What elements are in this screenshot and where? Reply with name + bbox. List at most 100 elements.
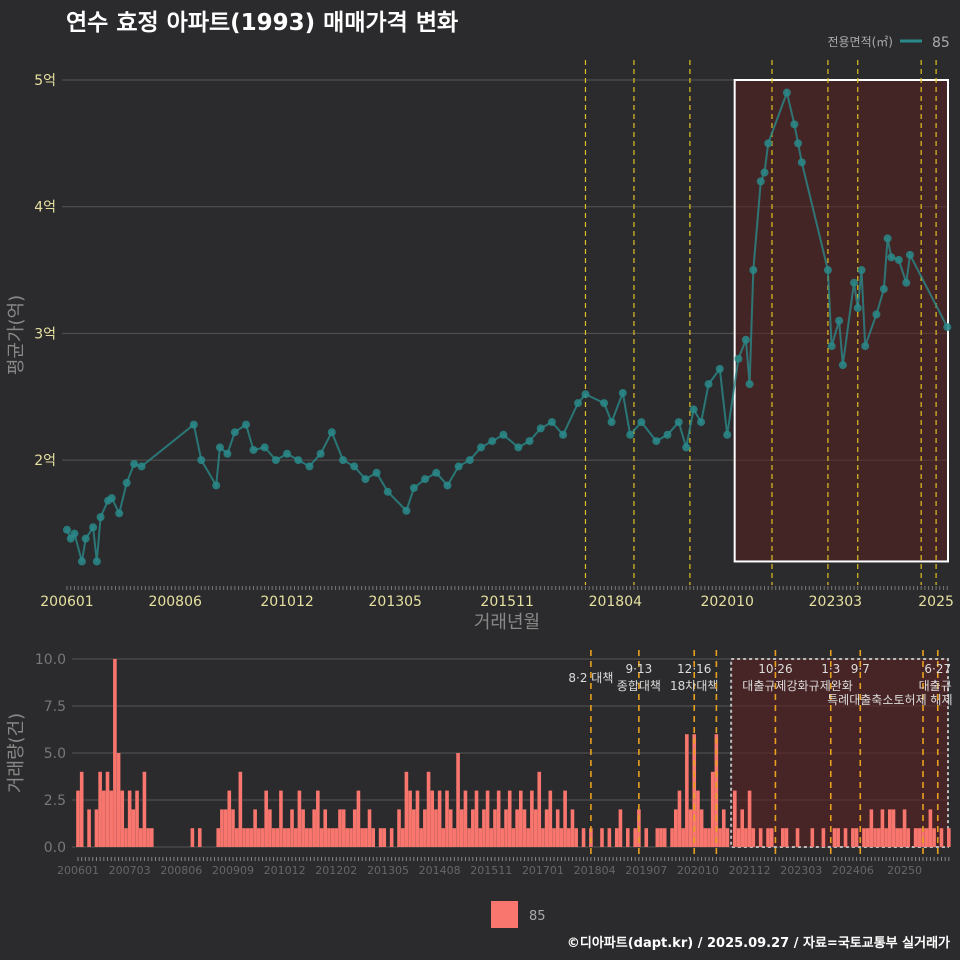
price-point — [454, 462, 463, 471]
volume-bar — [459, 809, 464, 847]
volume-bar — [707, 828, 711, 847]
volume-bar — [600, 828, 604, 847]
policy-label: 특례대출축소 — [827, 693, 893, 707]
policy-label: 대출규제강화 — [742, 679, 808, 693]
x-tick-label: 200806 — [160, 864, 202, 877]
price-point — [697, 418, 706, 427]
price-point — [652, 437, 661, 446]
volume-bar — [493, 809, 497, 847]
volume-bar — [522, 809, 527, 847]
price-point — [872, 310, 881, 319]
volume-bar — [341, 809, 346, 847]
price-point — [536, 424, 545, 433]
volume-bar — [633, 828, 637, 847]
price-point — [137, 462, 146, 471]
volume-bar — [330, 828, 335, 847]
price-point — [107, 494, 116, 503]
volume-bar — [917, 828, 922, 847]
price-point — [760, 168, 769, 177]
volume-bar — [131, 809, 136, 847]
x-tick-label: 201012 — [260, 594, 313, 610]
volume-bar — [367, 809, 372, 847]
volume-bar — [345, 828, 350, 847]
volume-bar — [533, 809, 538, 847]
volume-bar — [430, 790, 435, 847]
volume-bar — [389, 828, 394, 847]
volume-bar — [725, 828, 730, 847]
price-point — [130, 459, 139, 468]
price-point — [902, 278, 911, 287]
volume-bar — [751, 828, 756, 847]
footer-credit: ©디아파트(dapt.kr) / 2025.09.27 / 자료=국토교통부 실… — [567, 935, 950, 951]
volume-bar — [415, 790, 420, 847]
price-point — [663, 430, 672, 439]
y-axis-label: 평균가(억) — [6, 295, 27, 375]
volume-bar — [485, 790, 490, 847]
volume-bar — [146, 828, 150, 847]
price-point — [607, 418, 616, 427]
price-point — [89, 523, 98, 532]
volume-bar — [810, 828, 815, 847]
volume-bar — [854, 828, 859, 847]
price-point — [581, 390, 590, 399]
x-tick-label: 202112 — [729, 864, 771, 877]
volume-bar — [437, 790, 442, 847]
policy-date: 10·26 — [758, 662, 792, 676]
volume-bar — [530, 790, 534, 847]
volume-bar — [98, 771, 102, 847]
volume-bar — [544, 809, 549, 847]
price-point — [618, 388, 627, 397]
volume-bar — [504, 809, 508, 847]
volume-bar — [87, 809, 91, 847]
volume-bar — [696, 790, 700, 847]
volume-bar — [116, 753, 121, 847]
price-point — [294, 456, 303, 465]
volume-bar — [190, 828, 195, 847]
volume-bar — [851, 828, 855, 847]
price-point — [432, 468, 441, 477]
volume-bar — [109, 790, 114, 847]
volume-bar — [253, 809, 257, 847]
volume-bar — [478, 828, 483, 847]
volume-bar — [271, 828, 276, 847]
price-point — [689, 405, 698, 414]
volume-bar — [138, 828, 143, 847]
price-point — [499, 430, 508, 439]
volume-bar — [511, 828, 516, 847]
volume-bar — [234, 828, 239, 847]
volume-bar — [644, 828, 649, 847]
x-tick-label: 202010 — [700, 594, 753, 610]
price-point — [372, 468, 381, 477]
volume-bar — [906, 828, 911, 847]
volume-bar — [626, 828, 630, 847]
price-point — [215, 443, 224, 452]
price-point — [525, 437, 534, 446]
price-point — [63, 525, 71, 534]
x-tick-label: 202303 — [809, 594, 862, 610]
volume-bar — [555, 809, 560, 847]
volume-bar — [821, 828, 826, 847]
price-point — [857, 266, 866, 275]
volume-bar — [79, 771, 84, 847]
volume-bar — [378, 828, 383, 847]
volume-bar — [216, 828, 221, 847]
x-tick-label: 2025 — [918, 594, 954, 610]
volume-bar — [471, 809, 475, 847]
policy-date: 9·13 — [626, 662, 653, 676]
volume-bar — [659, 828, 663, 847]
volume-bar — [456, 753, 460, 847]
volume-bar — [862, 828, 866, 847]
volume-bar — [297, 790, 302, 847]
price-point — [402, 506, 411, 515]
volume-bar — [880, 809, 885, 847]
volume-bar — [570, 809, 575, 847]
x-tick-label: 201305 — [367, 864, 409, 877]
price-point — [115, 509, 124, 518]
volume-bar — [710, 771, 715, 847]
price-point — [77, 557, 86, 566]
volume-bar — [408, 790, 412, 847]
price-point — [559, 430, 568, 439]
volume-bar — [740, 809, 744, 847]
price-point — [271, 456, 280, 465]
volume-bar — [282, 828, 287, 847]
